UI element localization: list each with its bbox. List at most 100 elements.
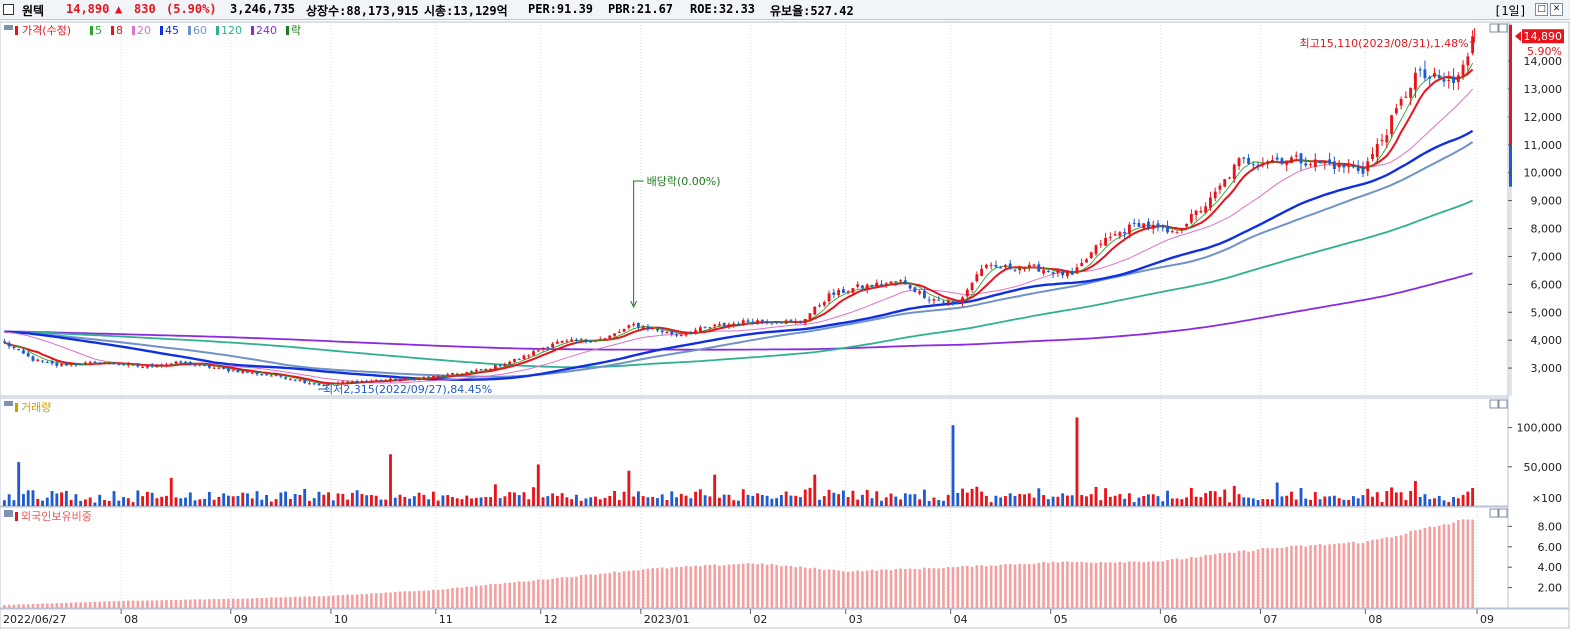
- candle-body: [331, 382, 335, 384]
- volume-bar: [227, 495, 230, 506]
- foreign-ownership-bar: [608, 573, 612, 608]
- volume-bar: [1242, 497, 1246, 506]
- volume-bar: [1051, 496, 1055, 506]
- volume-bar: [403, 496, 407, 506]
- foreign-ownership-bar: [689, 566, 693, 608]
- volume-bar: [760, 494, 764, 506]
- volume-bar: [999, 497, 1003, 506]
- candle-body: [1023, 268, 1026, 270]
- volume-bar: [1437, 495, 1441, 506]
- legend-ma-45: 45: [165, 24, 179, 37]
- candle-body: [436, 375, 440, 377]
- volume-bar: [55, 493, 59, 506]
- candle-body: [779, 322, 783, 324]
- foreign-ownership-bar: [188, 599, 192, 608]
- foreign-ownership-bar: [432, 589, 435, 608]
- candle-body: [994, 265, 998, 267]
- candle-body: [41, 360, 44, 362]
- volume-bar: [493, 484, 497, 506]
- volume-bar: [756, 493, 759, 506]
- volume-bar: [265, 494, 268, 506]
- volume-bar: [1371, 496, 1374, 506]
- volume-bar: [1099, 500, 1103, 506]
- volume-bar: [1094, 486, 1098, 506]
- float-ratio: 유보율:527.42: [770, 4, 854, 18]
- y-axis-frame: [1507, 21, 1570, 609]
- select-checkbox[interactable]: [3, 4, 14, 15]
- foreign-ownership-bar: [1333, 543, 1336, 608]
- candle-body: [1337, 162, 1341, 168]
- candle-body: [584, 339, 588, 342]
- foreign-ownership-bar: [946, 567, 950, 608]
- foreign-ownership-bar: [822, 569, 826, 608]
- candle-body: [1371, 154, 1374, 159]
- volume-bar: [1366, 488, 1370, 506]
- period-button[interactable]: [1일]: [1494, 4, 1527, 18]
- panel-minimize-icon[interactable]: [1489, 508, 1499, 518]
- volume-y-tick-label: 50,000: [1524, 461, 1563, 474]
- candle-body: [1051, 272, 1055, 274]
- candle-body: [1161, 226, 1165, 228]
- candle-body: [422, 377, 426, 379]
- foreign-ownership-bar: [479, 585, 483, 608]
- volume-bar: [636, 491, 640, 506]
- candle-body: [527, 355, 531, 357]
- volume-bar: [613, 490, 616, 506]
- foreign-ownership-bar: [41, 603, 44, 608]
- volume-bar: [1166, 490, 1169, 506]
- panel-maximize-icon[interactable]: [1498, 508, 1508, 518]
- volume-bar: [1056, 496, 1060, 506]
- volume-bar: [17, 462, 21, 506]
- foreign-ownership-bar: [1147, 561, 1150, 608]
- foreign-ownership-bar: [284, 597, 287, 608]
- foreign-ownership-bar: [532, 580, 535, 608]
- high-annotation-pointer: [1469, 28, 1476, 43]
- candle-body: [384, 380, 388, 382]
- volume-bar: [479, 497, 483, 506]
- candle-body: [708, 327, 712, 329]
- volume-bar: [942, 500, 945, 506]
- foreign-ownership-bar: [570, 577, 573, 608]
- candle-body: [856, 284, 860, 287]
- volume-bar: [1275, 482, 1279, 506]
- volume-bar: [746, 494, 750, 506]
- restore-icon[interactable]: □: [1535, 3, 1548, 16]
- panel-handle-icon[interactable]: [4, 25, 13, 30]
- panel-maximize-icon[interactable]: [1498, 23, 1508, 33]
- candle-body: [1318, 160, 1322, 163]
- candle-body: [1361, 168, 1365, 174]
- panel-minimize-icon[interactable]: [1489, 399, 1499, 409]
- foreign-ownership-bar: [1013, 564, 1017, 608]
- foreign-ownership-bar: [136, 600, 140, 608]
- foreign-ownership-bar: [370, 593, 373, 608]
- volume-bar: [770, 498, 774, 506]
- volume-bar: [1280, 496, 1284, 506]
- volume-bar: [7, 494, 11, 506]
- candle-body: [517, 358, 521, 360]
- candle-body: [675, 334, 678, 336]
- foreign-ownership-bar: [241, 598, 245, 608]
- legend-ma-60: 60: [193, 24, 207, 37]
- panel-maximize-icon[interactable]: [1498, 399, 1508, 409]
- close-icon[interactable]: ✕: [1550, 3, 1563, 16]
- volume-y-tick-label: 100,000: [1517, 422, 1563, 435]
- foreign-ownership-bar: [374, 593, 378, 608]
- panel-minimize-icon[interactable]: [1489, 23, 1499, 33]
- volume-bar: [541, 497, 545, 506]
- foreign-ownership-bar: [1042, 561, 1045, 608]
- foreign-ownership-bar: [894, 569, 898, 608]
- foreign-ownership-bar: [165, 599, 168, 608]
- foreign-ownership-bar: [942, 567, 945, 608]
- foreign-ownership-bar: [1423, 527, 1427, 608]
- volume-bar: [1199, 497, 1203, 506]
- candle-body: [784, 320, 788, 324]
- foreign-ownership-bar: [560, 577, 564, 608]
- candle-body: [1156, 223, 1160, 228]
- volume-bar: [889, 493, 893, 506]
- foreign-ownership-bar: [398, 591, 402, 608]
- candle-body: [1099, 243, 1103, 245]
- volume-bar: [126, 498, 130, 506]
- panel-handle-icon[interactable]: [4, 401, 13, 406]
- volume-bar: [188, 492, 192, 506]
- foreign-ownership-bar: [174, 600, 178, 608]
